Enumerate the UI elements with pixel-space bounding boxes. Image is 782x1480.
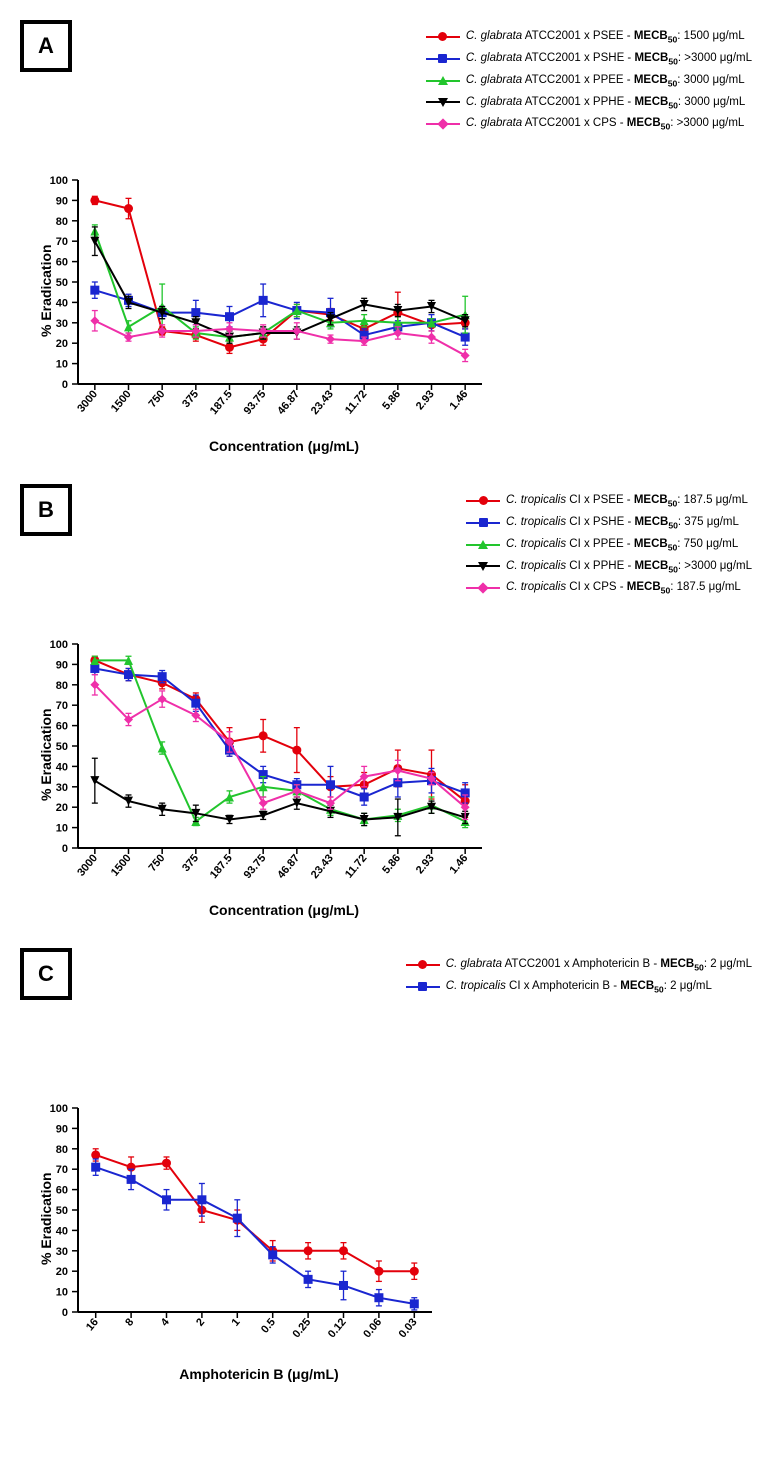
svg-text:11.72: 11.72 [343,852,369,880]
svg-text:0: 0 [62,379,68,391]
svg-text:46.87: 46.87 [275,388,302,417]
svg-text:187.5: 187.5 [208,852,235,881]
svg-text:40: 40 [56,297,68,309]
svg-text:30: 30 [56,782,68,794]
svg-text:23.43: 23.43 [309,388,336,417]
svg-text:70: 70 [56,700,68,712]
svg-text:80: 80 [56,216,68,228]
svg-text:1.46: 1.46 [448,852,471,876]
legend-item-PPHE: C. tropicalis CI x PPHE - MECB50: >3000 … [466,556,752,578]
y-axis-label: % Eradication [38,1172,54,1265]
svg-text:0: 0 [62,843,68,855]
svg-text:2: 2 [194,1316,207,1328]
svg-text:3000: 3000 [75,852,100,878]
legend-B: C. tropicalis CI x PSEE - MECB50: 187.5 … [466,490,752,599]
legend-item-CPS: C. tropicalis CI x CPS - MECB50: 187.5 μ… [466,577,752,599]
svg-text:40: 40 [56,1225,68,1237]
svg-text:30: 30 [56,318,68,330]
svg-text:60: 60 [56,721,68,733]
svg-text:0.5: 0.5 [259,1316,278,1335]
svg-text:10: 10 [56,1287,68,1299]
svg-text:187.5: 187.5 [208,388,235,417]
panel-label-A: A [20,20,72,72]
y-axis-label: % Eradication [38,708,54,801]
svg-text:8: 8 [123,1316,136,1328]
legend-item-PPEE: C. tropicalis CI x PPEE - MECB50: 750 μg… [466,534,752,556]
panel-label-C: C [20,948,72,1000]
x-axis-label: Amphotericin B (μg/mL) [20,1366,469,1382]
svg-text:0: 0 [62,1307,68,1319]
chart-panelB: 0 10 20 30 40 50 60 70 80 90 100 3000 1500 750 375 187.… [20,636,490,896]
svg-text:60: 60 [56,257,68,269]
legend-item-PSHE: C. glabrata ATCC2001 x PSHE - MECB50: >3… [426,48,752,70]
svg-text:750: 750 [146,388,167,410]
legend-item-PPEE: C. glabrata ATCC2001 x PPEE - MECB50: 30… [426,70,752,92]
legend-item-PPHE: C. glabrata ATCC2001 x PPHE - MECB50: 30… [426,92,752,114]
x-axis-label: Concentration (μg/mL) [20,438,519,454]
svg-text:2.93: 2.93 [414,388,437,412]
svg-text:10: 10 [56,359,68,371]
legend-item-PSHE: C. tropicalis CI x PSHE - MECB50: 375 μg… [466,512,752,534]
svg-text:90: 90 [56,1123,68,1135]
svg-text:50: 50 [56,277,68,289]
legend-item-CPS: C. glabrata ATCC2001 x CPS - MECB50: >30… [426,113,752,135]
svg-text:70: 70 [56,236,68,248]
svg-text:2.93: 2.93 [414,852,437,876]
svg-text:1: 1 [229,1316,242,1328]
svg-text:16: 16 [84,1316,101,1333]
legend-item-AmpB-glabrata: C. glabrata ATCC2001 x Amphotericin B - … [406,954,752,976]
x-axis-label: Concentration (μg/mL) [20,902,519,918]
svg-text:46.87: 46.87 [275,852,302,881]
svg-text:1.46: 1.46 [448,388,471,412]
svg-text:100: 100 [50,1103,68,1115]
svg-text:11.72: 11.72 [343,388,369,416]
panel-B: B C. tropicalis CI x PSEE - MECB50: 187.… [20,484,762,918]
svg-text:0.06: 0.06 [361,1316,384,1340]
svg-text:1500: 1500 [109,852,134,878]
svg-text:90: 90 [56,659,68,671]
svg-text:80: 80 [56,1144,68,1156]
svg-text:30: 30 [56,1246,68,1258]
svg-text:23.43: 23.43 [309,852,336,881]
legend-item-AmpB-tropicalis: C. tropicalis CI x Amphotericin B - MECB… [406,976,752,998]
svg-text:5.86: 5.86 [380,388,403,412]
chart-panelA: 0 10 20 30 40 50 60 70 80 90 100 3000 1500 750 375 187.… [20,172,490,432]
chart-panelC: 0 10 20 30 40 50 60 70 80 90 100 16 8 4 2 1 0.5 0.25 0.12 0… [20,1100,440,1360]
legend-item-PSEE: C. tropicalis CI x PSEE - MECB50: 187.5 … [466,490,752,512]
svg-text:10: 10 [56,823,68,835]
svg-text:5.86: 5.86 [380,852,403,876]
panel-C: C C. glabrata ATCC2001 x Amphotericin B … [20,948,762,1382]
svg-text:20: 20 [56,1266,68,1278]
legend-A: C. glabrata ATCC2001 x PSEE - MECB50: 15… [426,26,752,135]
y-axis-label: % Eradication [38,244,54,337]
svg-text:0.03: 0.03 [397,1316,420,1340]
svg-text:375: 375 [180,388,201,410]
svg-text:100: 100 [50,639,68,651]
svg-text:0.12: 0.12 [326,1316,349,1340]
svg-text:0.25: 0.25 [290,1316,313,1340]
svg-text:3000: 3000 [75,388,100,414]
svg-text:93.75: 93.75 [242,852,269,881]
svg-text:60: 60 [56,1185,68,1197]
svg-text:750: 750 [146,852,167,874]
svg-text:1500: 1500 [109,388,134,414]
svg-text:80: 80 [56,680,68,692]
legend-C: C. glabrata ATCC2001 x Amphotericin B - … [406,954,752,998]
svg-text:93.75: 93.75 [242,388,269,417]
panel-label-B: B [20,484,72,536]
svg-text:50: 50 [56,741,68,753]
svg-text:100: 100 [50,175,68,187]
legend-item-PSEE: C. glabrata ATCC2001 x PSEE - MECB50: 15… [426,26,752,48]
svg-text:4: 4 [159,1316,173,1329]
svg-text:20: 20 [56,338,68,350]
svg-text:40: 40 [56,761,68,773]
panel-A: A C. glabrata ATCC2001 x PSEE - MECB50: … [20,20,762,454]
svg-text:70: 70 [56,1164,68,1176]
svg-text:375: 375 [180,852,201,874]
svg-text:50: 50 [56,1205,68,1217]
svg-text:20: 20 [56,802,68,814]
svg-text:90: 90 [56,195,68,207]
